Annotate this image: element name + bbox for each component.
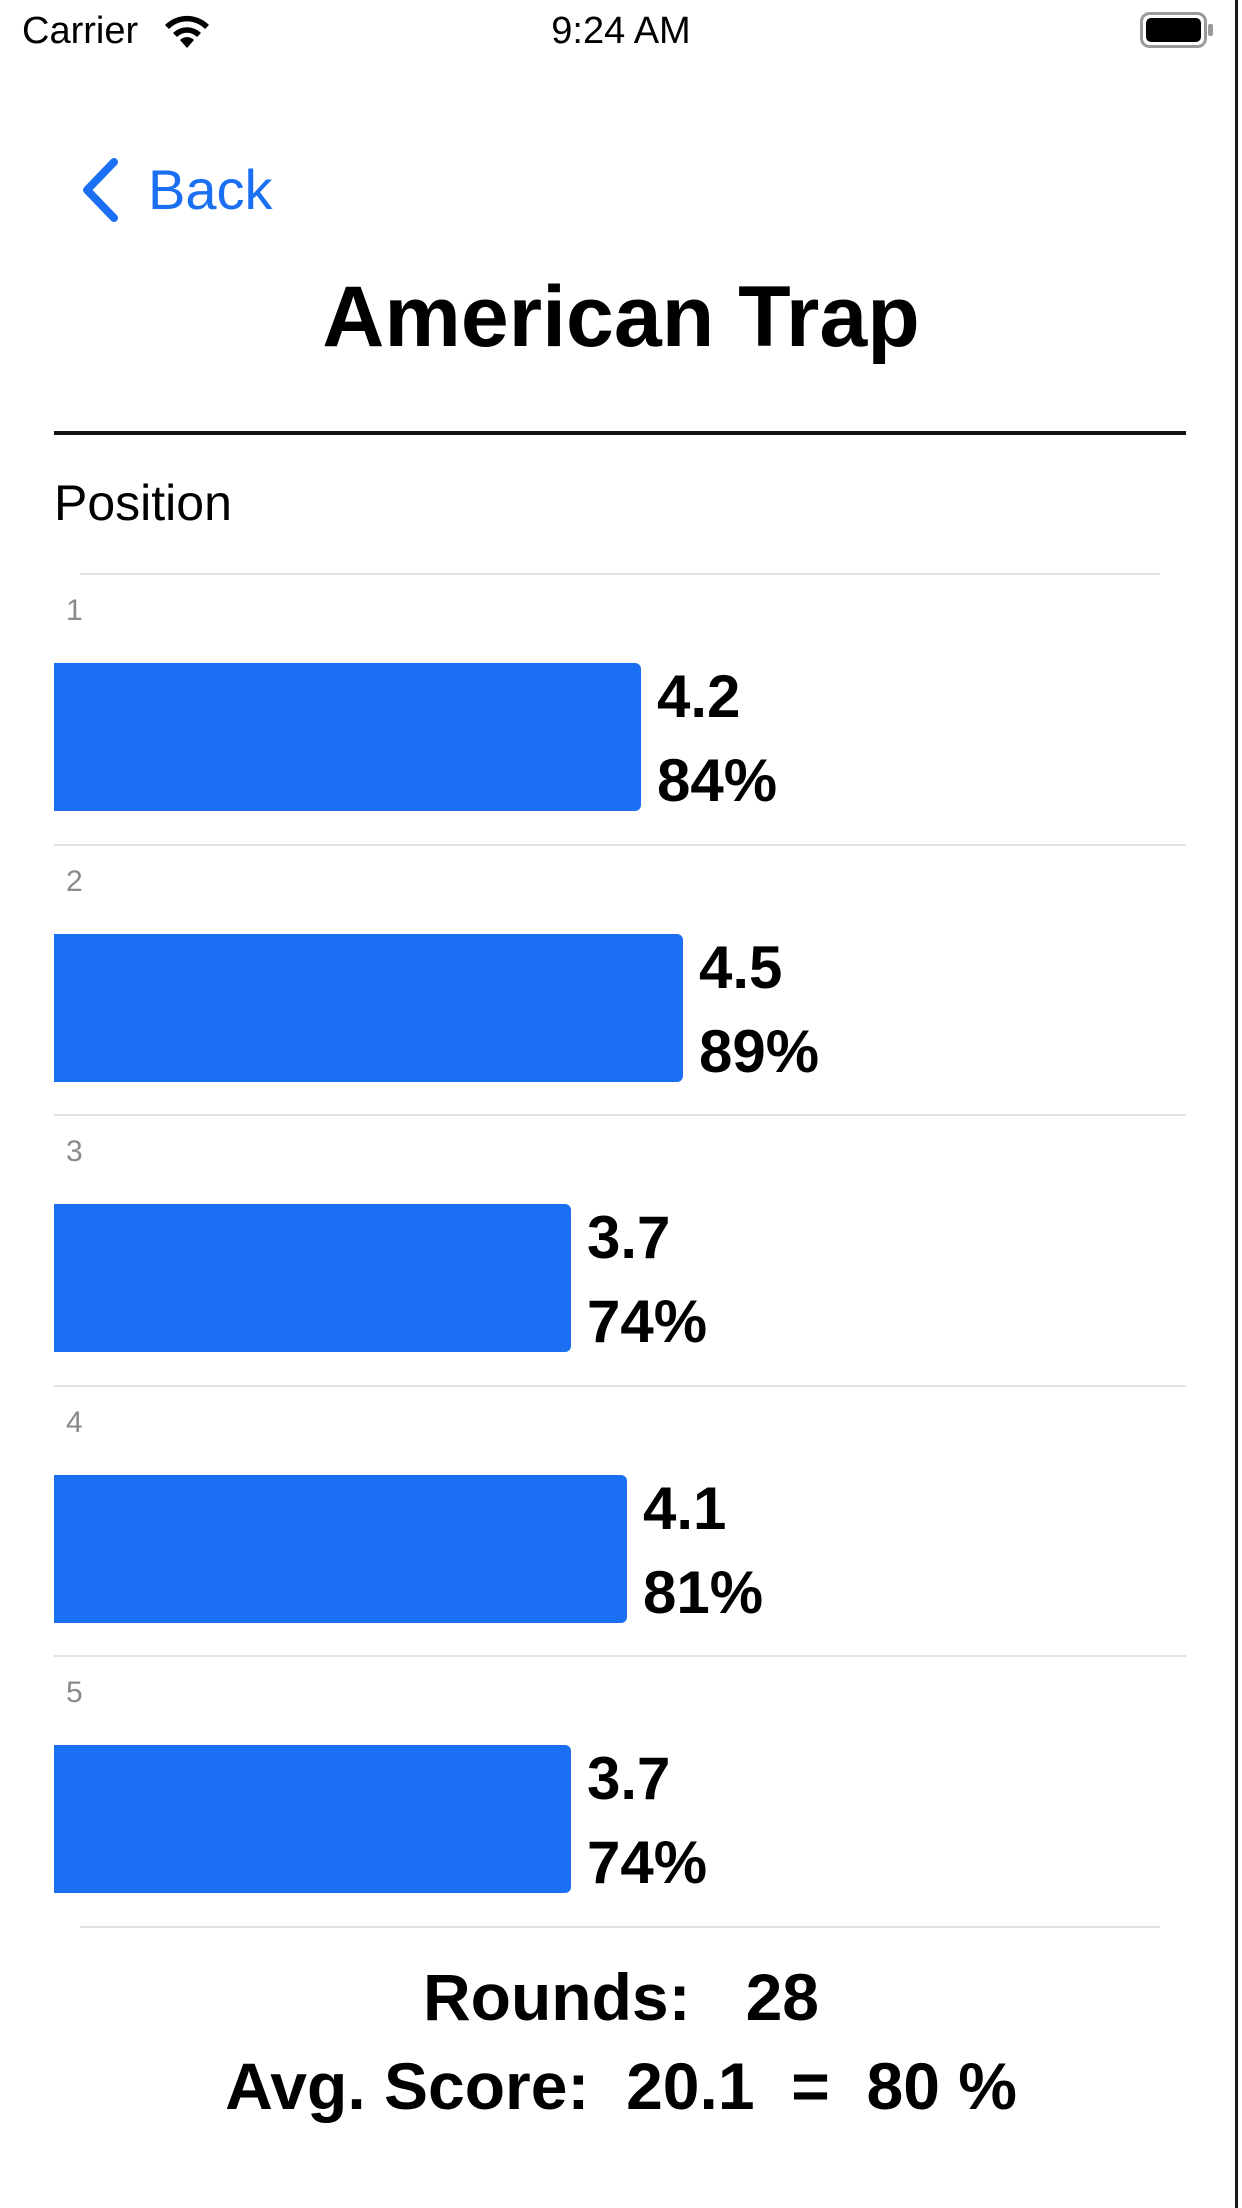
bar-value-label: 4.2	[657, 663, 741, 730]
row-separator	[54, 843, 1186, 846]
bar-category-label: 5	[66, 1676, 83, 1709]
bar-category-label: 4	[66, 1405, 83, 1439]
equals-sign: =	[791, 2049, 830, 2123]
row-separator	[54, 1384, 1186, 1387]
row-separator	[54, 1655, 1186, 1657]
screen-edge	[1235, 0, 1238, 2208]
row-separator	[54, 1114, 1186, 1116]
rounds-value: 28	[745, 1960, 820, 2034]
bar-position-2	[54, 933, 683, 1082]
row-separator	[80, 573, 1160, 575]
avg-score-percent: 80 %	[866, 2049, 1017, 2123]
wifi-icon	[165, 15, 209, 48]
bar-percent-label: 74%	[587, 1829, 708, 1896]
bar-category-label: 3	[66, 1135, 83, 1168]
status-bar: Carrier 9:24 AM	[0, 0, 1242, 62]
bar-value-label: 3.7	[587, 1745, 671, 1812]
rounds-label: Rounds:	[422, 1960, 691, 2034]
bar-position-4	[54, 1474, 627, 1623]
bar-percent-label: 81%	[643, 1558, 764, 1626]
bar-value-label: 4.1	[643, 1474, 727, 1542]
avg-score-summary: Avg. Score: 20.1 = 80 %	[0, 2042, 1242, 2130]
carrier-label: Carrier	[22, 10, 139, 52]
avg-score-value: 20.1	[626, 2049, 755, 2123]
back-button[interactable]: Back	[80, 150, 273, 230]
row-separator	[80, 1925, 1160, 1928]
avg-score-label: Avg. Score:	[225, 2049, 590, 2123]
back-label: Back	[148, 158, 273, 221]
title-divider	[54, 431, 1186, 435]
bar-percent-label: 74%	[587, 1288, 708, 1355]
bar-value-label: 3.7	[587, 1204, 671, 1271]
chevron-left-icon	[83, 158, 118, 222]
status-time: 9:24 AM	[551, 10, 691, 52]
bar-category-label: 2	[66, 864, 83, 898]
bar-position-3	[54, 1204, 571, 1352]
rounds-summary: Rounds: 28	[0, 1953, 1242, 2041]
battery-icon	[1140, 12, 1213, 48]
bar-category-label: 1	[66, 594, 83, 627]
bar-percent-label: 84%	[657, 747, 778, 814]
page-title: American Trap	[322, 269, 920, 365]
bar-percent-label: 89%	[699, 1017, 820, 1085]
bar-value-label: 4.5	[699, 933, 783, 1001]
section-label: Position	[54, 475, 232, 531]
bar-position-5	[54, 1745, 571, 1893]
bar-position-1	[54, 663, 641, 811]
